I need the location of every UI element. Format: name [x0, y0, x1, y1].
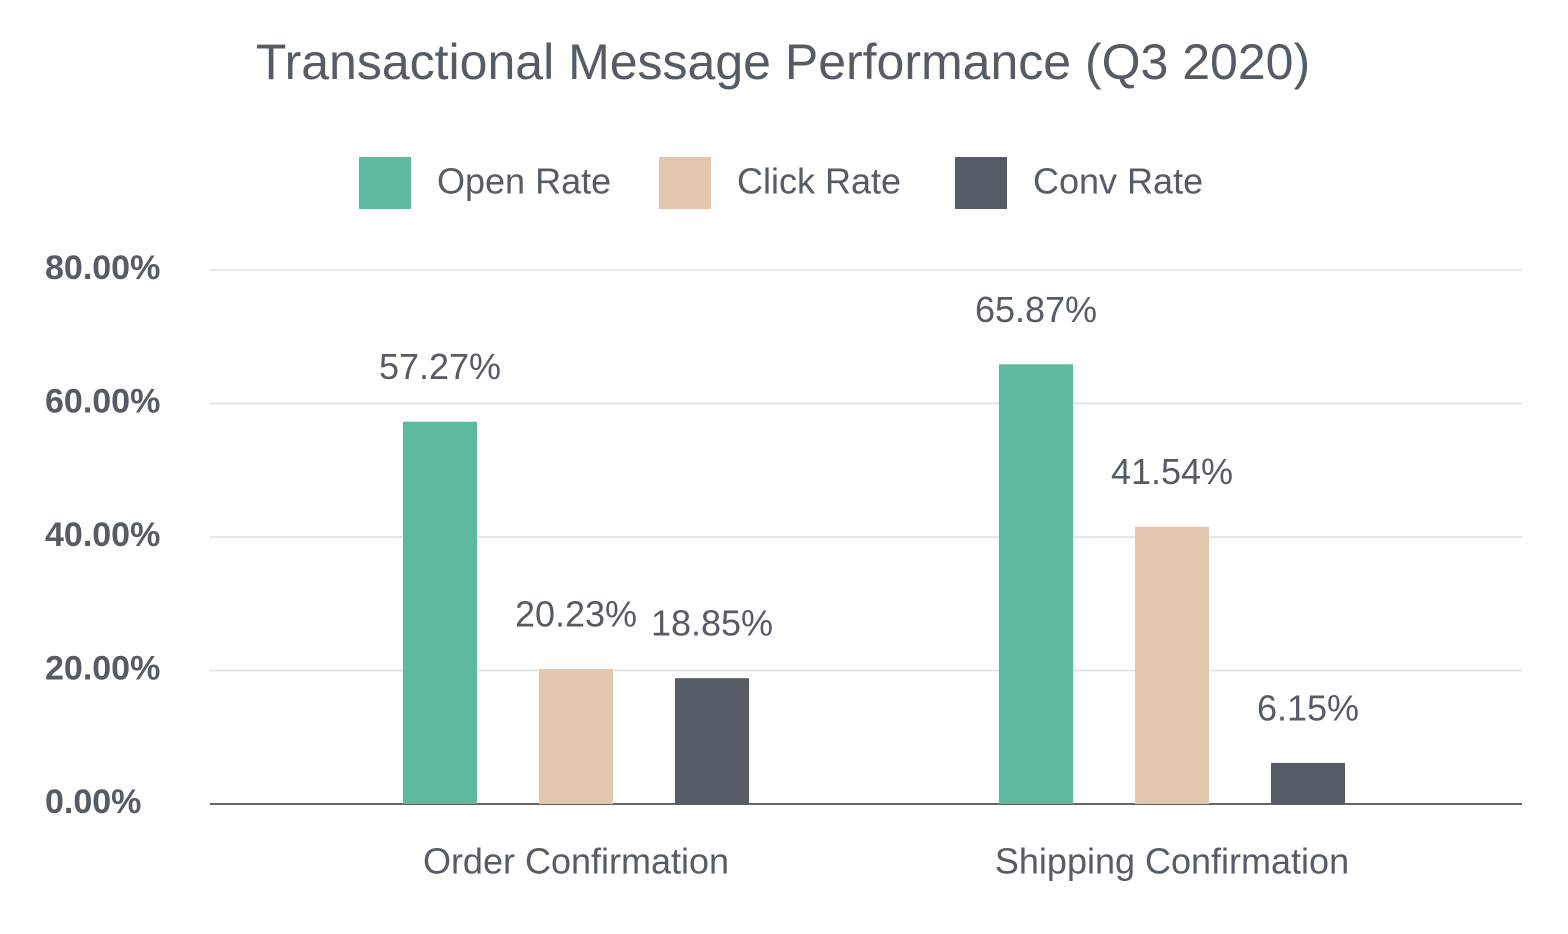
legend-swatch — [659, 157, 711, 209]
value-label: 6.15% — [1257, 687, 1359, 728]
x-tick-label: Shipping Confirmation — [995, 841, 1349, 882]
value-label: 65.87% — [975, 289, 1097, 330]
legend-swatch — [955, 157, 1007, 209]
bar — [999, 364, 1073, 804]
value-label: 57.27% — [379, 346, 501, 387]
y-tick-label: 80.00% — [45, 249, 160, 287]
x-tick-label: Order Confirmation — [423, 841, 729, 882]
y-tick-label: 20.00% — [45, 649, 160, 687]
bar — [675, 678, 749, 804]
bar — [403, 421, 477, 804]
legend-label: Conv Rate — [1033, 161, 1203, 202]
legend-label: Open Rate — [437, 161, 611, 202]
value-label: 18.85% — [651, 603, 773, 644]
bar — [539, 668, 613, 804]
legend-label: Click Rate — [737, 161, 901, 202]
bar — [1135, 526, 1209, 804]
bar — [1271, 762, 1345, 804]
value-label: 41.54% — [1111, 451, 1233, 492]
value-label: 20.23% — [515, 593, 637, 634]
y-tick-label: 0.00% — [45, 783, 141, 821]
legend-swatch — [359, 157, 411, 209]
y-tick-label: 60.00% — [45, 382, 160, 420]
y-tick-label: 40.00% — [45, 516, 160, 554]
chart-title: Transactional Message Performance (Q3 20… — [256, 34, 1310, 90]
